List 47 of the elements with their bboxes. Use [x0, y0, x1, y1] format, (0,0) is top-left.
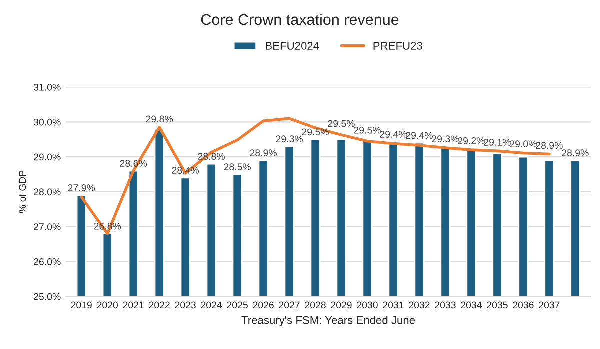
x-tick-label: 2036 — [513, 302, 534, 309]
x-tick-label: 2026 — [253, 302, 274, 309]
y-tick-label: 30.0% — [34, 118, 61, 126]
data-label: 29.3% — [276, 136, 303, 143]
x-tick-label: 2031 — [383, 302, 404, 309]
x-tick-label: 2028 — [305, 302, 326, 309]
x-tick-label: 2024 — [201, 302, 222, 309]
x-tick-label: 2037 — [539, 302, 560, 309]
y-tick-label: 29.0% — [34, 154, 61, 161]
x-tick-label: 2032 — [409, 302, 430, 309]
x-tick-label: 2021 — [123, 302, 144, 309]
y-tick-label: 28.0% — [34, 188, 61, 196]
x-tick-label: 2022 — [149, 302, 170, 309]
data-label: 29.8% — [146, 116, 174, 123]
x-tick-label: 2030 — [357, 302, 378, 309]
data-label: 29.3% — [432, 136, 459, 143]
y-tick-label: 27.0% — [34, 224, 61, 230]
data-label: 29.1% — [484, 139, 511, 146]
data-label: 29.5% — [354, 126, 381, 134]
data-label: 28.9% — [250, 150, 277, 157]
legend-label: BEFU2024 — [266, 42, 320, 50]
chart-title: Core Crown taxation revenue — [201, 14, 399, 26]
legend-label: PREFU23 — [374, 42, 422, 50]
data-label: 28.5% — [224, 164, 251, 170]
data-label: 29.5% — [328, 120, 355, 128]
y-tick-label: 25.0% — [34, 293, 61, 300]
data-label: 29.5% — [302, 128, 329, 136]
data-label: 28.9% — [562, 150, 589, 157]
data-label: 29.2% — [458, 138, 485, 144]
y-axis-title: % of GDP — [18, 170, 26, 214]
x-tick-label: 2020 — [97, 302, 118, 309]
x-tick-label: 2035 — [487, 302, 508, 309]
y-tick-label: 26.0% — [34, 258, 61, 266]
x-tick-label: 2027 — [279, 302, 300, 309]
data-label: 29.4% — [406, 132, 433, 140]
x-tick-label: 2019 — [71, 302, 92, 309]
x-axis-title: Treasury's FSM: Years Ended June — [242, 316, 416, 326]
x-tick-label: 2034 — [461, 302, 482, 309]
x-tick-label: 2023 — [175, 302, 196, 309]
x-tick-label: 2029 — [331, 302, 352, 309]
y-tick-label: 31.0% — [34, 84, 61, 91]
data-label: 29.4% — [380, 131, 407, 138]
data-label: 27.9% — [68, 184, 96, 192]
x-tick-label: 2033 — [435, 302, 456, 309]
data-label: 28.9% — [536, 142, 563, 150]
x-tick-label: 2025 — [227, 302, 248, 309]
data-label: 29.0% — [510, 140, 537, 148]
